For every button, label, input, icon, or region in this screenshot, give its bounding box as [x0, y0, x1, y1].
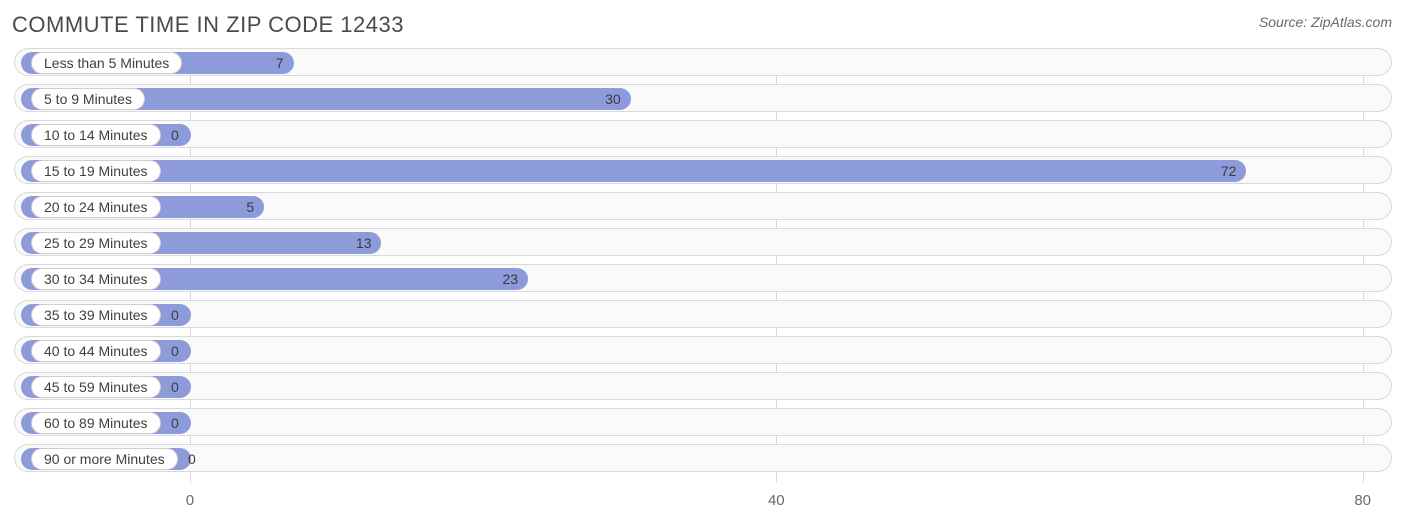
chart-title: COMMUTE TIME IN ZIP CODE 12433	[12, 12, 404, 38]
bar-row: 45 to 59 Minutes 0	[14, 372, 1392, 400]
category-pill: 5 to 9 Minutes	[31, 88, 145, 110]
bar-row: 15 to 19 Minutes 72	[14, 156, 1392, 184]
bar-row: 35 to 39 Minutes 0	[14, 300, 1392, 328]
category-pill: 40 to 44 Minutes	[31, 340, 161, 362]
category-pill: 15 to 19 Minutes	[31, 160, 161, 182]
category-pill: Less than 5 Minutes	[31, 52, 182, 74]
value-label: 0	[171, 124, 179, 146]
category-pill: 90 or more Minutes	[31, 448, 178, 470]
value-label: 0	[171, 412, 179, 434]
category-pill: 60 to 89 Minutes	[31, 412, 161, 434]
value-label: 72	[1221, 160, 1237, 182]
x-tick-label: 80	[1354, 492, 1371, 509]
bar-row: 40 to 44 Minutes 0	[14, 336, 1392, 364]
chart-source: Source: ZipAtlas.com	[1259, 14, 1392, 30]
value-label: 7	[276, 52, 284, 74]
bar	[21, 160, 1246, 182]
category-pill: 10 to 14 Minutes	[31, 124, 161, 146]
bar-row: Less than 5 Minutes 7	[14, 48, 1392, 76]
x-tick-label: 40	[768, 492, 785, 509]
bar-row: 10 to 14 Minutes 0	[14, 120, 1392, 148]
value-label: 0	[188, 448, 196, 470]
category-pill: 25 to 29 Minutes	[31, 232, 161, 254]
category-pill: 30 to 34 Minutes	[31, 268, 161, 290]
value-label: 30	[605, 88, 621, 110]
value-label: 0	[171, 340, 179, 362]
value-label: 13	[356, 232, 372, 254]
category-pill: 20 to 24 Minutes	[31, 196, 161, 218]
chart-container: COMMUTE TIME IN ZIP CODE 12433 Source: Z…	[0, 0, 1406, 523]
bar-row: 20 to 24 Minutes 5	[14, 192, 1392, 220]
plot-area: 04080Less than 5 Minutes75 to 9 Minutes3…	[14, 48, 1392, 483]
category-pill: 45 to 59 Minutes	[31, 376, 161, 398]
bar-row: 60 to 89 Minutes 0	[14, 408, 1392, 436]
category-pill: 35 to 39 Minutes	[31, 304, 161, 326]
value-label: 23	[503, 268, 519, 290]
x-tick-label: 0	[186, 492, 194, 509]
bar-row: 30 to 34 Minutes 23	[14, 264, 1392, 292]
value-label: 0	[171, 304, 179, 326]
bar-row: 90 or more Minutes 0	[14, 444, 1392, 472]
value-label: 0	[171, 376, 179, 398]
bar-row: 25 to 29 Minutes 13	[14, 228, 1392, 256]
value-label: 5	[246, 196, 254, 218]
bar-row: 5 to 9 Minutes 30	[14, 84, 1392, 112]
